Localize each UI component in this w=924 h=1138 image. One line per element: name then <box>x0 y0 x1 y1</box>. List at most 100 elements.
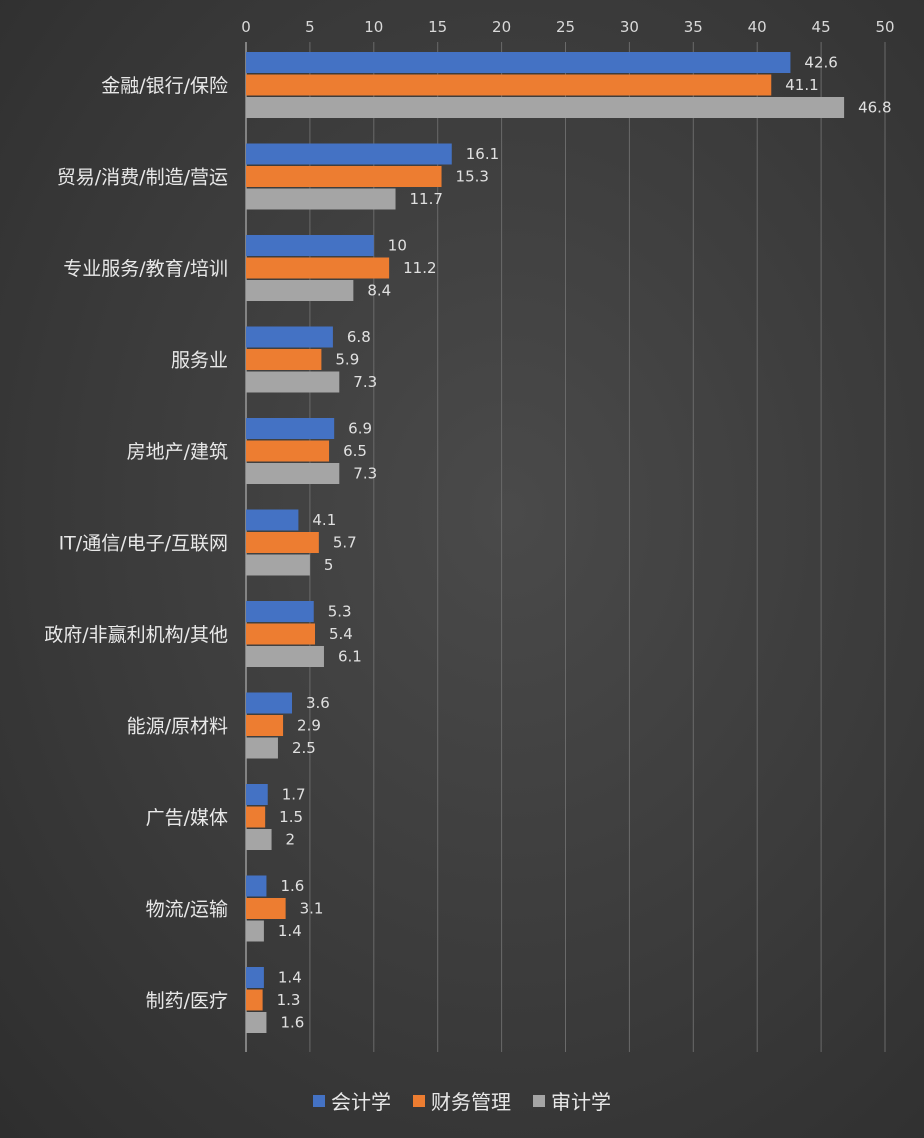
data-label: 10 <box>388 237 407 255</box>
bar <box>246 737 278 759</box>
category-label: 物流/运输 <box>146 898 228 920</box>
data-label: 6.9 <box>348 420 372 438</box>
category-label: 贸易/消费/制造/营运 <box>57 166 228 188</box>
bar <box>246 235 374 256</box>
bar <box>246 326 333 348</box>
bar <box>246 52 791 73</box>
category-label: 服务业 <box>171 349 228 371</box>
bar <box>246 989 263 1011</box>
category-label: 政府/非赢利机构/其他 <box>44 624 228 646</box>
legend-swatch-auditing <box>533 1094 545 1107</box>
x-tick-label: 20 <box>492 18 511 36</box>
data-label: 11.2 <box>403 259 436 277</box>
bar <box>246 898 286 919</box>
x-tick-label: 25 <box>556 18 575 36</box>
bar <box>246 143 452 165</box>
bar <box>246 166 442 187</box>
bar <box>246 97 845 118</box>
legend-label-accounting: 会计学 <box>331 1090 391 1114</box>
bar <box>246 692 293 714</box>
bar <box>246 532 319 553</box>
data-label: 3.6 <box>306 694 330 712</box>
category-label: 金融/银行/保险 <box>101 75 228 97</box>
x-tick-label: 0 <box>241 18 251 36</box>
data-label: 16.1 <box>466 145 499 163</box>
data-label: 46.8 <box>858 99 891 117</box>
data-label: 42.6 <box>804 54 837 72</box>
data-label: 2.5 <box>292 739 316 757</box>
data-label: 7.3 <box>353 465 377 483</box>
data-label: 8.4 <box>367 282 391 300</box>
legend-item-auditing: 审计学 <box>533 1086 611 1115</box>
category-label: 广告/媒体 <box>146 807 228 829</box>
data-label: 7.3 <box>353 373 377 391</box>
data-label: 5 <box>324 556 334 574</box>
legend-label-auditing: 审计学 <box>551 1090 611 1114</box>
bar <box>246 967 264 988</box>
bar <box>246 440 330 462</box>
data-label: 5.7 <box>333 534 357 552</box>
data-label: 6.8 <box>347 328 371 346</box>
data-label: 4.1 <box>312 511 336 529</box>
data-label: 2.9 <box>297 717 321 735</box>
bar <box>246 715 284 736</box>
category-label: 制药/医疗 <box>146 990 228 1012</box>
legend-item-accounting: 会计学 <box>313 1086 391 1115</box>
data-label: 15.3 <box>456 168 489 186</box>
data-label: 1.7 <box>282 786 306 804</box>
bar <box>246 418 335 439</box>
x-tick-label: 15 <box>428 18 447 36</box>
category-label: 房地产/建筑 <box>127 441 228 463</box>
bar <box>246 463 340 484</box>
bar <box>246 875 267 897</box>
data-label: 1.6 <box>280 877 304 895</box>
category-label: IT/通信/电子/互联网 <box>59 532 228 554</box>
x-tick-label: 40 <box>748 18 767 36</box>
legend-item-financial-management: 财务管理 <box>413 1086 511 1115</box>
bar <box>246 554 310 576</box>
legend-swatch-accounting <box>313 1094 325 1107</box>
x-tick-label: 10 <box>364 18 383 36</box>
bar <box>246 371 340 393</box>
x-tick-label: 50 <box>875 18 894 36</box>
data-label: 1.6 <box>280 1014 304 1032</box>
x-tick-label: 5 <box>305 18 315 36</box>
data-label: 1.5 <box>279 808 303 826</box>
bar <box>246 623 316 645</box>
category-label: 专业服务/教育/培训 <box>63 258 228 280</box>
x-tick-label: 35 <box>684 18 703 36</box>
bar <box>246 1012 267 1033</box>
bar <box>246 806 266 828</box>
bar <box>246 829 272 850</box>
bar <box>246 646 324 667</box>
bar <box>246 188 396 210</box>
bar <box>246 74 772 96</box>
data-label: 5.9 <box>335 351 359 369</box>
data-label: 11.7 <box>410 190 443 208</box>
data-label: 41.1 <box>785 76 818 94</box>
bar <box>246 509 299 531</box>
data-label: 1.3 <box>277 991 301 1009</box>
bar <box>246 349 322 370</box>
legend: 会计学 财务管理 审计学 <box>0 1086 924 1115</box>
data-label: 1.4 <box>278 922 302 940</box>
category-label: 能源/原材料 <box>127 715 228 737</box>
data-label: 6.1 <box>338 648 362 666</box>
x-tick-label: 45 <box>812 18 831 36</box>
bar <box>246 601 314 622</box>
bar <box>246 280 354 301</box>
data-label: 2 <box>286 831 296 849</box>
bar <box>246 784 268 805</box>
legend-label-financial-management: 财务管理 <box>431 1090 511 1114</box>
data-label: 6.5 <box>343 442 367 460</box>
bar <box>246 257 390 279</box>
data-label: 5.4 <box>329 625 353 643</box>
data-label: 5.3 <box>328 603 352 621</box>
data-label: 1.4 <box>278 969 302 987</box>
legend-swatch-financial-management <box>413 1094 425 1107</box>
bar <box>246 920 264 942</box>
x-tick-label: 30 <box>620 18 639 36</box>
data-label: 3.1 <box>300 900 324 918</box>
